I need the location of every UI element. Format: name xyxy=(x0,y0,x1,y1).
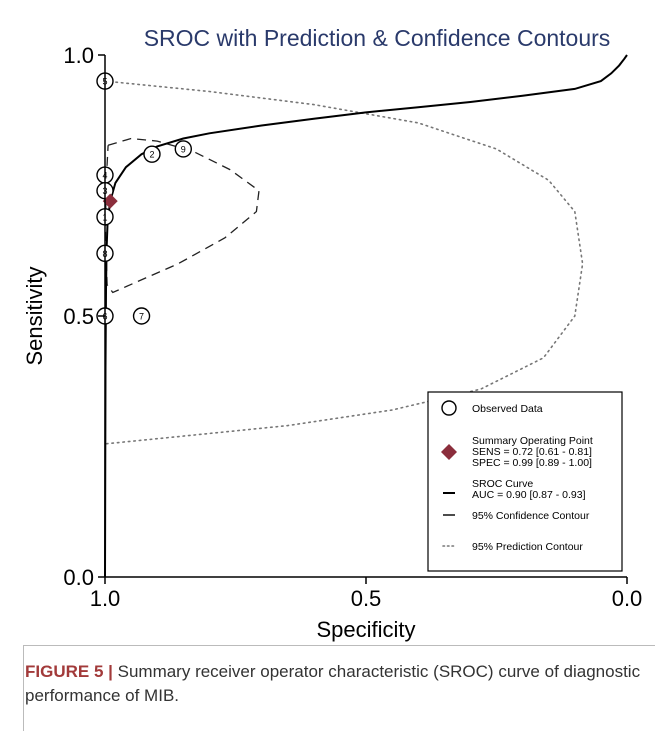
legend-label-prediction: 95% Prediction Contour xyxy=(472,541,583,553)
study-label-2: 2 xyxy=(149,150,154,160)
legend-label-confidence: 95% Confidence Contour xyxy=(472,510,590,522)
y-tick-label: 1.0 xyxy=(63,43,94,68)
legend-box xyxy=(427,391,623,572)
y-tick-label: 0.0 xyxy=(63,565,94,590)
caption-divider xyxy=(23,645,655,646)
confidence-contour xyxy=(104,137,260,294)
study-label-7: 7 xyxy=(139,312,144,322)
legend-detail-sroc: AUC = 0.90 [0.87 - 0.93] xyxy=(472,489,586,501)
caption-text: Summary receiver operator characteristic… xyxy=(25,662,641,705)
chart-title: SROC with Prediction & Confidence Contou… xyxy=(144,25,611,51)
sroc-curve xyxy=(104,54,628,578)
legend-summary-symbol xyxy=(441,444,457,460)
study-point-9 xyxy=(174,140,193,158)
legend-label-summary: Summary Operating Point xyxy=(472,435,593,447)
legend-detail-summary: SPEC = 0.99 [0.89 - 1.00] xyxy=(472,457,592,469)
study-point-7 xyxy=(132,307,151,325)
x-tick-label: 0.0 xyxy=(612,586,643,611)
study-label-9: 9 xyxy=(181,144,186,154)
x-tick-label: 0.5 xyxy=(351,586,382,611)
caption-rule xyxy=(23,645,24,731)
study-point-2 xyxy=(143,145,161,163)
figure-frame: 529431867 0.00.51.01.00.50.0 Observed Da… xyxy=(22,25,643,642)
prediction-contour xyxy=(104,80,584,445)
x-tick-label: 1.0 xyxy=(90,586,121,611)
y-tick-label: 0.5 xyxy=(63,304,94,329)
legend-observed-symbol xyxy=(441,400,457,416)
caption-label: FIGURE 5 | xyxy=(25,662,113,681)
summary-operating-point xyxy=(102,193,118,209)
y-axis-label: Sensitivity xyxy=(22,266,47,365)
figure-caption: FIGURE 5 | Summary receiver operator cha… xyxy=(25,660,645,708)
legend-label-sroc: SROC Curve xyxy=(472,478,533,490)
x-axis-label: Specificity xyxy=(316,617,415,642)
legend-detail-summary: SENS = 0.72 [0.61 - 0.81] xyxy=(472,446,592,458)
sroc-chart: 529431867 0.00.51.01.00.50.0 Observed Da… xyxy=(22,25,643,642)
legend-label-observed: Observed Data xyxy=(472,403,543,415)
